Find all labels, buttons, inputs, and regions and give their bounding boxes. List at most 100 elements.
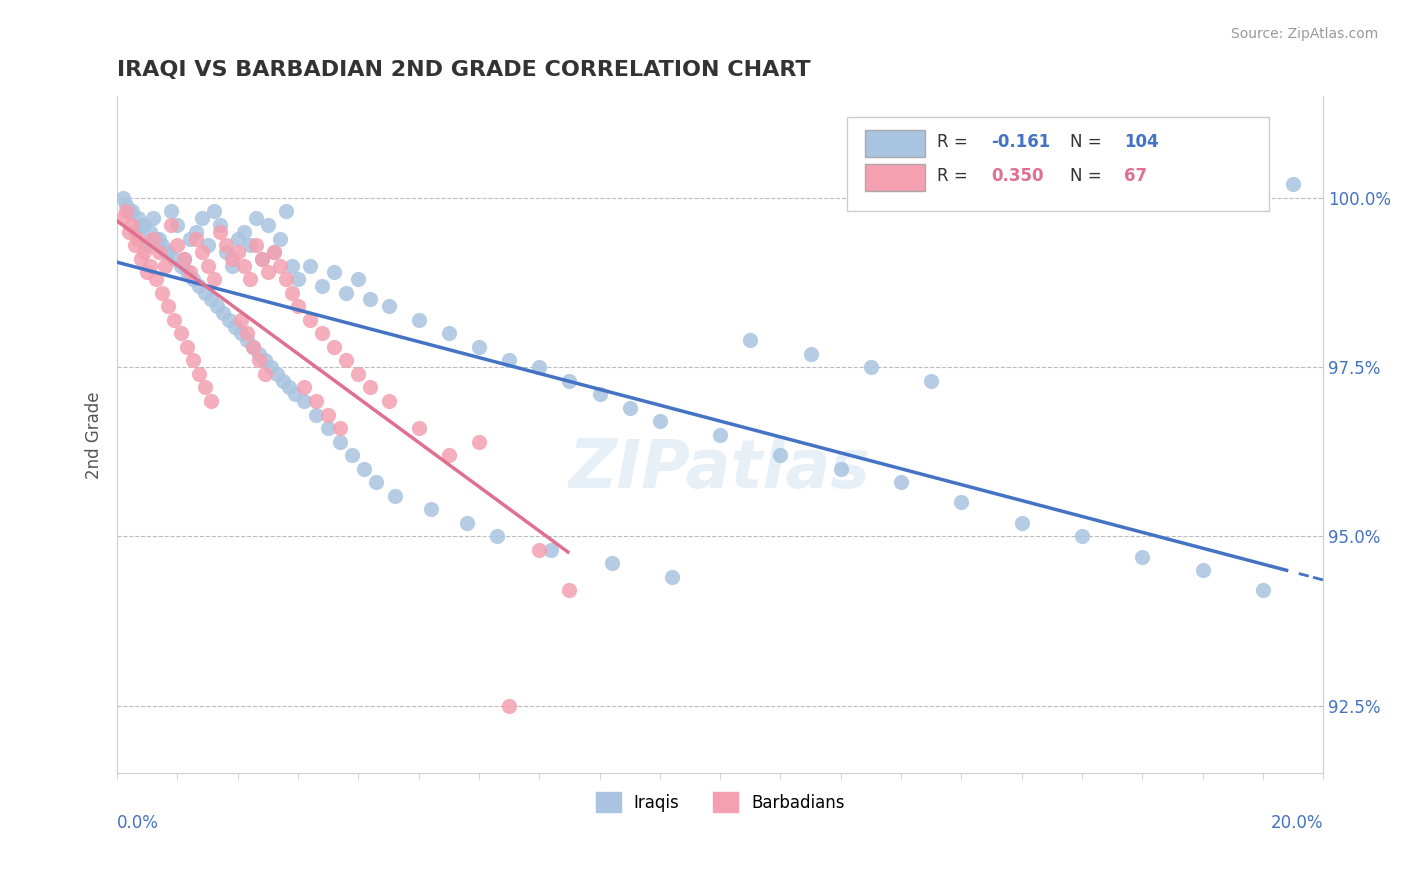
Point bbox=[163, 252, 186, 266]
FancyBboxPatch shape bbox=[865, 164, 925, 191]
Point bbox=[1251, 583, 1274, 598]
Point bbox=[890, 475, 912, 490]
Point bbox=[1011, 516, 1033, 530]
Point bbox=[1130, 549, 1153, 564]
Text: 0.0%: 0.0% bbox=[117, 814, 159, 832]
Text: 0.350: 0.350 bbox=[991, 168, 1045, 186]
Point bbox=[661, 570, 683, 584]
Point bbox=[311, 326, 333, 341]
Point bbox=[211, 306, 233, 320]
Point bbox=[184, 231, 207, 245]
Point bbox=[292, 394, 315, 409]
Point bbox=[284, 387, 307, 401]
Point bbox=[342, 448, 364, 462]
Point bbox=[242, 340, 264, 354]
Point bbox=[305, 408, 328, 422]
Point bbox=[260, 360, 283, 375]
Text: ZIPatlas: ZIPatlas bbox=[569, 435, 872, 501]
Point bbox=[540, 542, 562, 557]
Point bbox=[619, 401, 641, 415]
Point bbox=[408, 421, 430, 435]
Point bbox=[1071, 529, 1094, 543]
Point bbox=[437, 326, 460, 341]
Text: R =: R = bbox=[938, 134, 973, 152]
Point bbox=[145, 272, 167, 286]
Point bbox=[498, 698, 520, 713]
Point bbox=[323, 340, 346, 354]
Point bbox=[920, 374, 942, 388]
Point bbox=[950, 495, 973, 509]
Point bbox=[468, 340, 491, 354]
Point bbox=[253, 353, 276, 368]
Point bbox=[142, 211, 165, 226]
Point bbox=[229, 312, 252, 326]
Point bbox=[769, 448, 792, 462]
Point bbox=[173, 252, 195, 266]
Point bbox=[118, 225, 141, 239]
Point bbox=[127, 211, 149, 226]
Point bbox=[486, 529, 509, 543]
Text: R =: R = bbox=[938, 168, 973, 186]
Point bbox=[148, 245, 170, 260]
Point bbox=[377, 394, 399, 409]
Point bbox=[131, 218, 153, 232]
Point bbox=[498, 353, 520, 368]
Point bbox=[176, 265, 198, 279]
Point bbox=[136, 265, 159, 279]
Point bbox=[299, 259, 322, 273]
Point bbox=[215, 238, 238, 252]
Point bbox=[456, 516, 478, 530]
Y-axis label: 2nd Grade: 2nd Grade bbox=[86, 391, 103, 479]
Point bbox=[127, 231, 149, 245]
Point bbox=[359, 293, 381, 307]
Point bbox=[247, 346, 270, 360]
Point bbox=[529, 360, 551, 375]
Point bbox=[197, 238, 219, 252]
Point bbox=[202, 204, 225, 219]
Point bbox=[366, 475, 388, 490]
Point bbox=[269, 231, 291, 245]
Point bbox=[157, 299, 180, 313]
Point bbox=[263, 245, 285, 260]
Point bbox=[347, 367, 370, 381]
Point bbox=[274, 204, 297, 219]
Point bbox=[166, 218, 188, 232]
Point bbox=[184, 225, 207, 239]
Point bbox=[229, 326, 252, 341]
Point bbox=[278, 380, 301, 394]
Point bbox=[311, 279, 333, 293]
Point bbox=[250, 252, 273, 266]
Point bbox=[118, 204, 141, 219]
Point bbox=[160, 204, 183, 219]
Point bbox=[160, 218, 183, 232]
Point bbox=[287, 272, 309, 286]
Point bbox=[437, 448, 460, 462]
Point bbox=[194, 380, 217, 394]
Point bbox=[163, 312, 186, 326]
Point bbox=[292, 380, 315, 394]
Point bbox=[287, 299, 309, 313]
Point bbox=[353, 461, 375, 475]
Point bbox=[468, 434, 491, 449]
Point bbox=[176, 340, 198, 354]
Point bbox=[316, 408, 339, 422]
Point bbox=[271, 374, 294, 388]
Point bbox=[347, 272, 370, 286]
Point bbox=[245, 211, 267, 226]
Point bbox=[169, 326, 191, 341]
Point bbox=[1191, 563, 1213, 577]
Point bbox=[221, 259, 243, 273]
Point bbox=[558, 374, 581, 388]
Point bbox=[239, 238, 262, 252]
Point bbox=[281, 285, 304, 300]
Point bbox=[269, 259, 291, 273]
Point bbox=[181, 272, 204, 286]
Point bbox=[181, 353, 204, 368]
Point bbox=[329, 434, 352, 449]
Point bbox=[323, 265, 346, 279]
Point bbox=[131, 252, 153, 266]
Point bbox=[263, 245, 285, 260]
Point bbox=[200, 394, 222, 409]
Point bbox=[648, 414, 671, 428]
Point bbox=[224, 319, 246, 334]
